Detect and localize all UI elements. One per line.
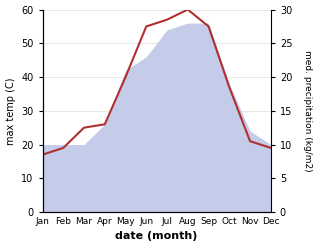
- X-axis label: date (month): date (month): [115, 231, 198, 242]
- Y-axis label: med. precipitation (kg/m2): med. precipitation (kg/m2): [303, 50, 313, 172]
- Y-axis label: max temp (C): max temp (C): [5, 77, 16, 144]
